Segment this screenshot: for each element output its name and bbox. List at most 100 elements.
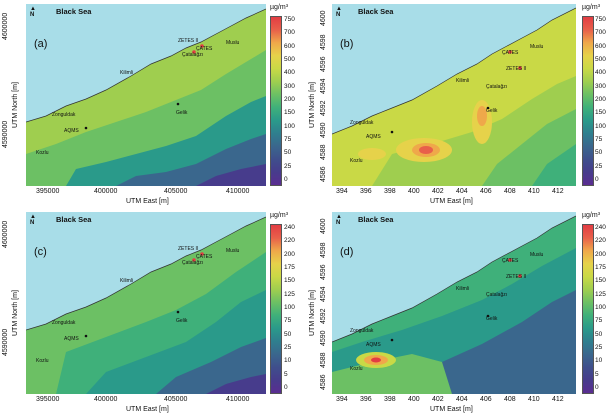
colorbar-tick: 600: [595, 42, 606, 50]
colorbar: [270, 224, 282, 394]
place-label: Gelik: [486, 108, 498, 114]
colorbar-tick: 500: [595, 56, 606, 63]
colorbar-tick: 10: [595, 357, 603, 365]
colorbar-unit: µg/m³: [270, 4, 289, 11]
sea-label: Black Sea: [358, 7, 394, 16]
colorbar-tick: 200: [595, 250, 606, 258]
x-tick: 412: [552, 188, 564, 195]
panel-label: (c): [34, 246, 47, 258]
aqms-marker: [84, 334, 88, 338]
colorbar-tick: 50: [595, 330, 603, 338]
x-tick: 410000: [226, 188, 250, 195]
sea-label: Black Sea: [56, 7, 92, 16]
colorbar-tick: 700: [595, 29, 606, 37]
place-label: Muslu: [226, 40, 240, 46]
colorbar-tick: 50: [284, 330, 292, 338]
map-a: [26, 4, 266, 186]
north-arrow-icon: ▲ N: [336, 6, 342, 18]
colorbar: [582, 224, 594, 394]
colorbar-tick: 0: [284, 176, 288, 183]
x-tick: 395000: [36, 188, 60, 195]
place-label: Muslu: [530, 252, 544, 258]
place-label: Zonguldak: [52, 112, 76, 118]
y-tick: 4598: [320, 242, 327, 258]
x-tick: 396: [360, 396, 372, 403]
colorbar-ticks: 750 700 600 500 400 300 200 150 100 75 50 25 0: [595, 16, 613, 184]
place-label: Kozlu: [36, 150, 49, 156]
place-label: Kozlu: [36, 358, 49, 364]
plant-marker: [192, 258, 196, 262]
place-label: ZETES II: [178, 246, 199, 252]
place-label: ZETES II: [178, 38, 199, 44]
colorbar-tick: 400: [284, 69, 295, 77]
y-axis-title: UTM North [m]: [12, 290, 19, 336]
colorbar-tick: 5: [284, 370, 288, 378]
colorbar-tick: 25: [595, 162, 603, 170]
x-axis-title: UTM East [m]: [430, 406, 473, 413]
panel-label: (a): [34, 38, 48, 50]
x-tick: 394: [336, 396, 348, 403]
place-label: Zonguldak: [350, 328, 374, 334]
colorbar-tick: 200: [284, 250, 295, 258]
place-label: Kilimli: [120, 278, 134, 284]
place-label: Muslu: [226, 248, 240, 254]
colorbar-tick: 5: [595, 370, 599, 378]
y-tick: 4590000: [2, 120, 9, 148]
y-tick: 4590000: [2, 328, 9, 356]
x-tick: 400000: [94, 188, 118, 195]
y-tick: 4600000: [2, 220, 9, 248]
colorbar-tick: 500: [284, 56, 295, 63]
plant-marker: [518, 66, 522, 70]
panel-a: ▲ N Black Sea (a) Zonguldak Kilimli Çatal…: [0, 0, 306, 208]
place-label: ÇATES: [502, 258, 519, 264]
plant-marker: [518, 274, 522, 278]
colorbar-tick: 150: [595, 277, 606, 285]
colorbar-tick: 240: [284, 224, 295, 231]
map-c: [26, 212, 266, 394]
place-label: Kozlu: [350, 366, 363, 372]
colorbar-tick: 220: [284, 237, 295, 245]
x-axis-title: UTM East [m]: [126, 198, 169, 205]
place-label: Gelik: [176, 110, 188, 116]
y-tick: 4588: [320, 144, 327, 160]
x-tick: 406: [480, 396, 492, 403]
town-marker: [176, 310, 180, 314]
y-tick: 4600: [320, 218, 327, 234]
y-tick: 4600000: [2, 12, 9, 40]
colorbar-tick: 750: [284, 16, 295, 23]
panel-d: ▲ N Black Sea (d) Zonguldak Kilimli Çatal…: [306, 208, 613, 416]
place-label: Zonguldak: [350, 120, 374, 126]
y-tick: 4592: [320, 100, 327, 116]
y-tick: 4586: [320, 374, 327, 390]
colorbar-tick: 0: [595, 384, 599, 391]
panel-c: ▲ N Black Sea (c) Zonguldak Kilimli Çatal…: [0, 208, 306, 416]
colorbar-tick: 220: [595, 237, 606, 245]
y-tick: 4590: [320, 330, 327, 346]
panel-label: (d): [340, 246, 354, 258]
colorbar-tick: 300: [284, 82, 295, 90]
place-label: ZETES II: [506, 274, 527, 280]
x-tick: 408: [504, 188, 516, 195]
panel-label: (b): [340, 38, 354, 50]
y-tick: 4596: [320, 264, 327, 280]
colorbar-tick: 10: [284, 357, 292, 365]
plant-marker: [200, 44, 204, 48]
colorbar: [582, 16, 594, 186]
colorbar-tick: 150: [595, 109, 606, 117]
x-tick: 410: [528, 396, 540, 403]
x-tick: 410: [528, 188, 540, 195]
aqms-marker: [390, 130, 394, 134]
colorbar-ticks: 240 220 200 175 150 125 100 75 50 25 10 5 0: [284, 224, 306, 392]
place-label: Çatalağzı: [486, 84, 508, 90]
colorbar-tick: 150: [284, 109, 295, 117]
place-label: Muslu: [530, 44, 544, 50]
colorbar-tick: 100: [595, 122, 606, 130]
place-label: Gelik: [486, 316, 498, 322]
y-axis-title: UTM North [m]: [309, 82, 316, 128]
colorbar-tick: 75: [595, 136, 603, 143]
colorbar-tick: 700: [284, 29, 295, 37]
x-tick: 400: [408, 396, 420, 403]
x-tick: 412: [552, 396, 564, 403]
map-b: [332, 4, 576, 186]
place-label: Kozlu: [350, 158, 363, 164]
